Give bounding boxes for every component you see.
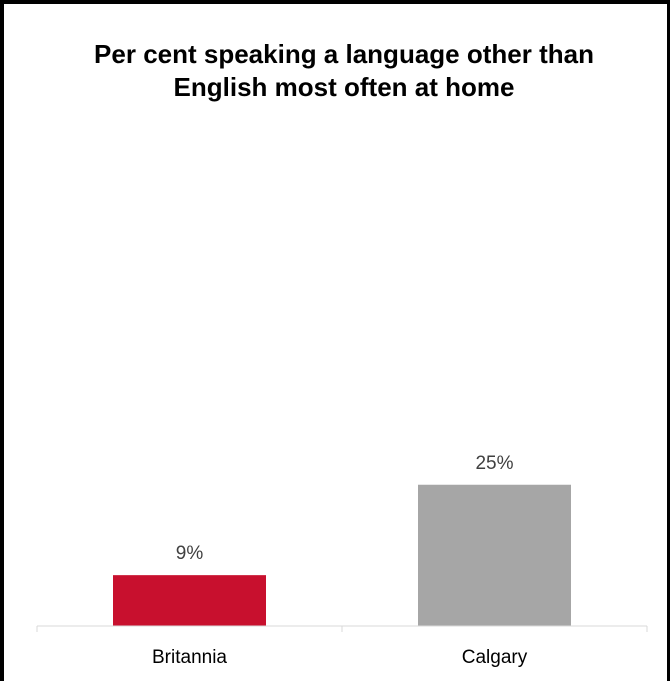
bars-group [113,484,571,626]
bar-britannia [113,575,266,626]
data-label-calgary: 25% [475,453,513,474]
category-label-britannia: Britannia [152,647,227,668]
x-axis [36,625,648,632]
labels-group: 9% Britannia 25% Calgary [152,453,528,668]
category-label-calgary: Calgary [462,647,528,668]
bar-calgary [418,484,571,626]
chart-title: Per cent speaking a language other than … [94,39,594,102]
data-label-britannia: 9% [176,543,204,564]
